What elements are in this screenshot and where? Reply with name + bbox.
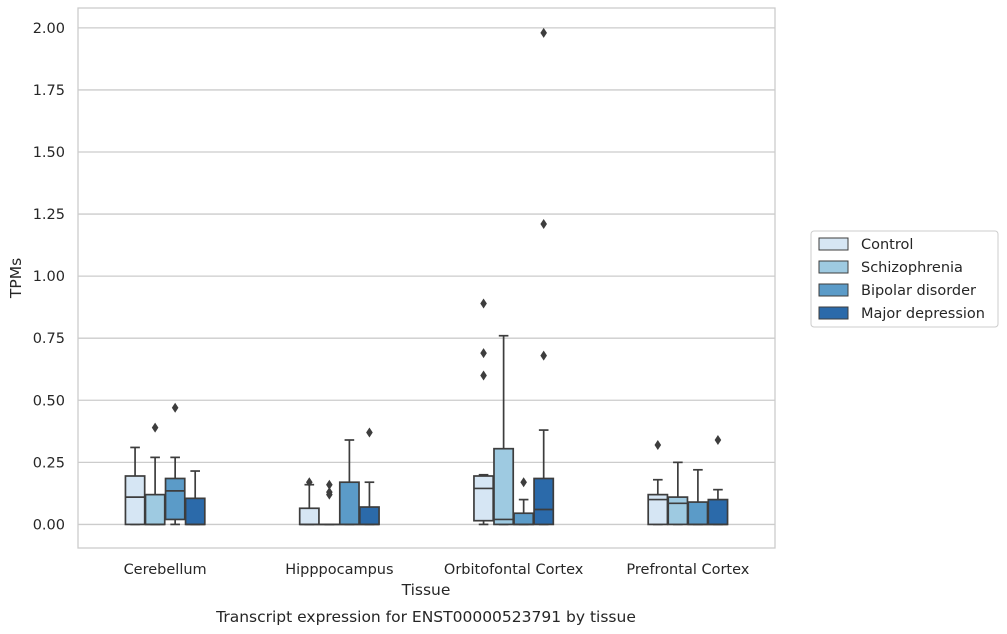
legend-label: Schizophrenia xyxy=(861,260,963,276)
box-group xyxy=(298,477,320,526)
box xyxy=(687,501,709,526)
box xyxy=(493,447,515,526)
box xyxy=(473,475,495,522)
outlier-point xyxy=(366,427,373,438)
legend-frame xyxy=(810,230,999,328)
outlier-point xyxy=(480,370,487,381)
box xyxy=(707,498,729,526)
box xyxy=(298,507,320,526)
box-group xyxy=(647,439,669,526)
outlier-point xyxy=(306,477,313,488)
y-tick-label: 0.00 xyxy=(33,517,65,533)
legend-items: Control Schizophrenia Bipolar disorder Majo… xyxy=(818,237,985,322)
legend-swatch xyxy=(818,306,849,320)
outlier-point xyxy=(714,435,722,445)
outlier-point xyxy=(171,402,179,413)
box xyxy=(164,477,186,521)
box xyxy=(184,497,206,526)
outlier-point xyxy=(480,298,487,309)
legend: Control Schizophrenia Bipolar disorder Majo… xyxy=(810,230,999,328)
legend-swatch xyxy=(818,260,849,274)
outlier-point xyxy=(326,487,333,498)
box xyxy=(513,512,535,526)
y-tick-label: 2.00 xyxy=(33,21,65,37)
box-group xyxy=(493,334,515,526)
x-tick-label: Cerebellum xyxy=(124,562,207,578)
outlier-point xyxy=(480,348,487,359)
box xyxy=(144,493,166,526)
box-group xyxy=(533,27,555,526)
box-group xyxy=(184,470,206,526)
box-group xyxy=(707,435,729,526)
x-axis-ticks: Cerebellum Hipppocampus Orbitofontal Corte… xyxy=(124,562,750,578)
outlier-point xyxy=(151,422,159,433)
y-tick-label: 0.25 xyxy=(33,455,65,471)
legend-label: Bipolar disorder xyxy=(861,283,976,299)
x-tick-label: Prefrontal Cortex xyxy=(626,562,749,578)
y-tick-label: 1.00 xyxy=(33,269,65,285)
box-group xyxy=(164,402,186,526)
y-tick-label: 1.75 xyxy=(33,83,65,99)
box xyxy=(124,475,146,526)
outlier-point xyxy=(540,219,547,229)
y-tick-label: 1.25 xyxy=(33,207,65,223)
outlier-point xyxy=(654,439,662,450)
y-tick-label: 0.50 xyxy=(33,393,65,409)
plot-area xyxy=(78,8,775,548)
plot-frame xyxy=(77,7,776,549)
outlier-point xyxy=(520,477,527,488)
box-group xyxy=(124,446,146,526)
box-group xyxy=(513,477,535,526)
y-axis-title: TPMs xyxy=(7,258,25,299)
box xyxy=(667,496,689,526)
x-axis-title: Tissue xyxy=(401,581,451,599)
y-tick-label: 0.75 xyxy=(33,331,65,347)
legend-swatch xyxy=(818,283,849,297)
legend-label: Control xyxy=(861,237,913,253)
box-group xyxy=(687,468,709,526)
box xyxy=(533,477,555,526)
box xyxy=(338,481,360,526)
legend-label: Major depression xyxy=(861,306,985,322)
outlier-point xyxy=(540,350,547,361)
outlier-point xyxy=(540,27,547,38)
legend-swatch xyxy=(818,237,849,251)
box-group xyxy=(338,439,360,526)
box-series xyxy=(124,27,729,526)
y-axis-ticks: 0.00 0.25 0.50 0.75 1.00 1.25 1.50 1.75 2.00 xyxy=(33,21,65,534)
box-group xyxy=(667,461,689,526)
chart-caption: Transcript expression for ENST0000052379… xyxy=(215,608,636,626)
box-group xyxy=(318,479,340,526)
box xyxy=(358,506,380,526)
y-tick-label: 1.50 xyxy=(33,145,65,161)
x-tick-label: Orbitofontal Cortex xyxy=(444,562,584,578)
outlier-point xyxy=(326,479,333,490)
box-group xyxy=(358,427,380,526)
x-tick-label: Hipppocampus xyxy=(285,562,393,578)
